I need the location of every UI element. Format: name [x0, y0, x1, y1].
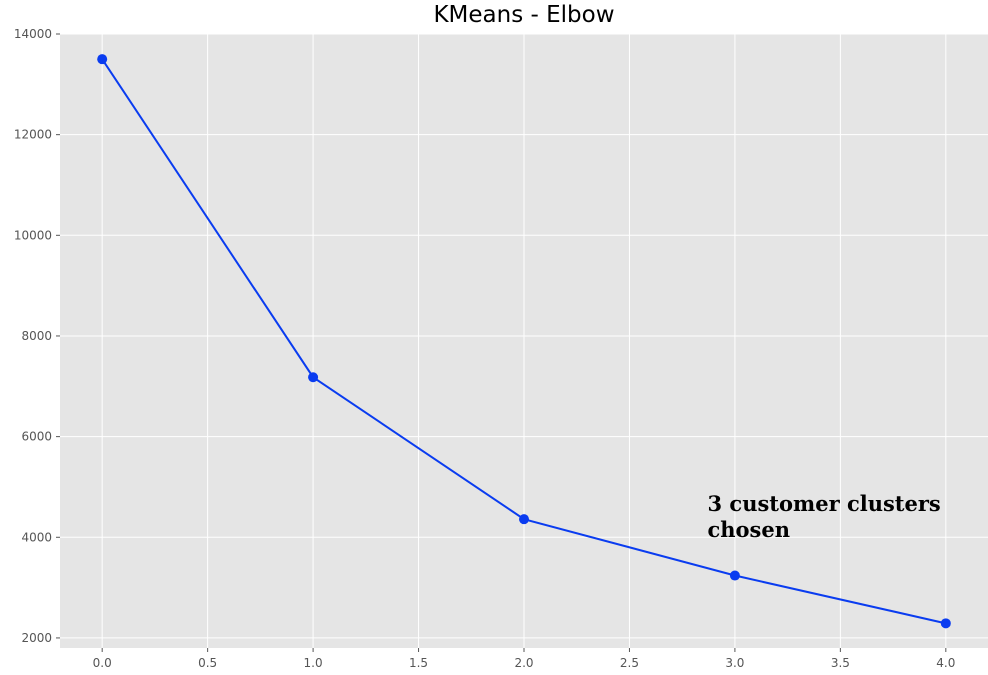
x-tick-label: 0.5 — [198, 656, 217, 670]
annotation-line-2: chosen — [707, 517, 790, 542]
data-point — [308, 372, 319, 383]
x-tick-label: 2.0 — [514, 656, 533, 670]
data-point — [519, 514, 529, 525]
data-point — [940, 618, 951, 629]
x-axis: 0.0 0.5 1.0 1.5 2.0 2.5 3.0 3.5 4.0 — [93, 648, 955, 670]
y-tick-label: 12000 — [14, 128, 52, 142]
data-point — [97, 54, 108, 65]
annotation: 3 customer clusters chosen — [707, 491, 948, 542]
y-tick-label: 10000 — [14, 228, 52, 242]
y-tick-label: 2000 — [21, 631, 52, 645]
grid — [60, 33, 988, 648]
x-tick-label: 2.5 — [620, 656, 639, 670]
x-tick-label: 0.0 — [93, 656, 112, 670]
y-tick-label: 6000 — [21, 430, 52, 444]
y-tick-label: 8000 — [21, 329, 52, 343]
x-tick-label: 4.0 — [936, 656, 955, 670]
y-tick-label: 14000 — [14, 27, 52, 41]
annotation-line-1: 3 customer clusters — [707, 491, 940, 516]
data-point — [729, 570, 740, 581]
chart-title: KMeans - Elbow — [433, 2, 614, 28]
x-tick-label: 3.5 — [831, 656, 850, 670]
x-tick-label: 3.0 — [725, 656, 744, 670]
x-tick-label: 1.0 — [304, 656, 323, 670]
y-tick-label: 4000 — [21, 530, 52, 544]
y-axis: 2000 4000 6000 8000 10000 12000 14000 — [14, 27, 60, 645]
data-points — [97, 54, 951, 629]
x-tick-label: 1.5 — [409, 656, 428, 670]
